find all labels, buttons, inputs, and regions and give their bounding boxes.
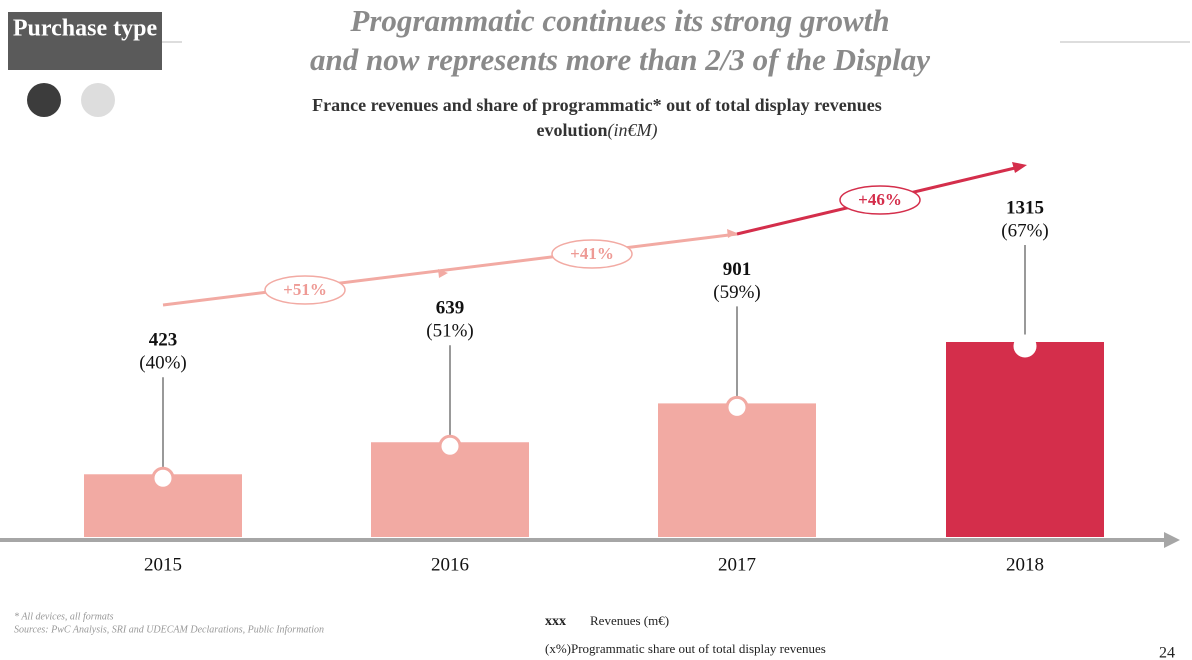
axis-arrow	[1164, 532, 1180, 548]
growth-label: +46%	[858, 190, 902, 209]
subtitle: evolution	[537, 120, 608, 140]
growth-label: +41%	[570, 244, 614, 263]
bar	[946, 342, 1104, 537]
share-label: (51%)	[426, 321, 473, 342]
icon	[27, 83, 61, 117]
bar	[371, 442, 529, 537]
growth-arrowhead	[438, 269, 448, 278]
bar	[658, 403, 816, 537]
icon	[81, 83, 115, 117]
section-label: Purchase type	[13, 16, 158, 42]
legend-text: (x%)Programmatic share out of total disp…	[545, 641, 826, 656]
share-marker	[438, 434, 462, 458]
growth-label: +51%	[283, 280, 327, 299]
share-marker	[725, 395, 749, 419]
growth-bubble	[264, 275, 346, 305]
value-label: 639	[436, 298, 465, 319]
legend-text: Revenues (m€)	[590, 613, 669, 628]
value-label: 1315	[1006, 197, 1044, 218]
growth-bubble	[551, 239, 633, 269]
share-label: (40%)	[139, 353, 186, 374]
title: and now represents more than 2/3 of the …	[310, 42, 930, 77]
footnote: * All devices, all formats	[14, 611, 114, 622]
value-label: 901	[723, 259, 752, 280]
share-marker	[151, 466, 175, 490]
title: Programmatic continues its strong growth	[349, 3, 889, 38]
value-label: 423	[149, 330, 178, 351]
x-tick-label: 2015	[144, 554, 182, 575]
page-number: 24	[1159, 645, 1175, 660]
growth-arrowhead	[727, 229, 737, 238]
share-label: (59%)	[713, 282, 760, 303]
subtitle: France revenues and share of programmati…	[312, 95, 882, 115]
footnote: Sources: PwC Analysis, SRI and UDECAM De…	[14, 624, 324, 635]
unit: (in€M)	[608, 120, 658, 141]
x-tick-label: 2017	[718, 554, 756, 575]
subtitle: evolution(in€M)	[537, 120, 658, 141]
share-marker	[1013, 334, 1037, 358]
growth-line	[162, 232, 738, 307]
section-box	[8, 12, 162, 70]
legend-key: xxx	[545, 614, 566, 629]
growth-arrow	[1012, 162, 1027, 173]
x-tick-label: 2016	[431, 554, 469, 575]
x-tick-label: 2018	[1006, 554, 1044, 575]
share-label: (67%)	[1001, 220, 1048, 241]
growth-bubble	[839, 185, 921, 215]
